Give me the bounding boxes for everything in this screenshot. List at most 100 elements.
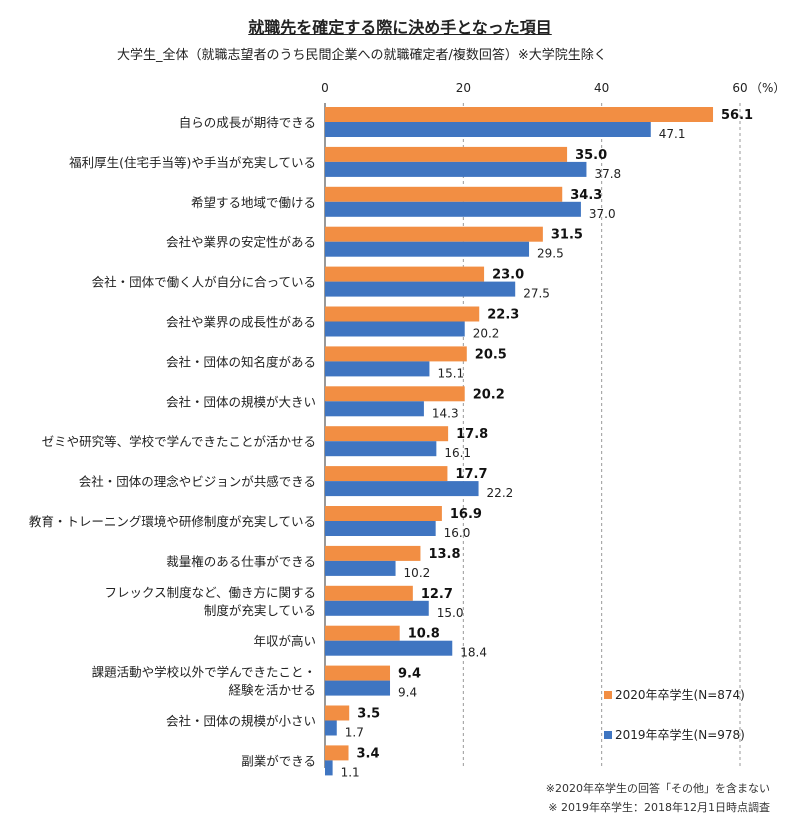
data-label-2020: 20.5 — [475, 347, 507, 362]
x-tick-label: 40 — [594, 81, 609, 95]
note-other-excluded: ※2020年卒学生の回答「その他」を含まない — [545, 782, 770, 795]
unit-label: （%） — [750, 81, 785, 95]
category-label: 会社・団体の規模が大きい — [166, 394, 316, 409]
data-label-2020: 16.9 — [450, 507, 482, 522]
bar-2019 — [325, 321, 465, 337]
bar-2019 — [325, 481, 479, 497]
bar-2019 — [325, 401, 424, 417]
bar-2019 — [325, 161, 587, 177]
category-label: 教育・トレーニング環境や研修制度が充実している — [29, 514, 316, 529]
category-label: 裁量権のある仕事ができる — [166, 554, 316, 569]
data-label-2020: 10.8 — [408, 627, 440, 642]
category-label: 課題活動や学校以外で学んできたこと・ — [92, 665, 316, 680]
bar-2019 — [325, 441, 437, 457]
bar-2019 — [325, 361, 430, 377]
data-label-2020: 12.7 — [421, 587, 453, 602]
category-label: 会社・団体の理念やビジョンが共感できる — [79, 474, 316, 489]
data-label-2019: 1.7 — [345, 726, 364, 740]
bar-2020 — [325, 466, 448, 482]
category-label: 福利厚生(住宅手当等)や手当が充実している — [69, 155, 316, 170]
category-label: 副業ができる — [241, 753, 316, 768]
bar-2019 — [325, 560, 396, 576]
bar-2020 — [325, 346, 467, 362]
data-label-2020: 3.4 — [357, 746, 380, 761]
category-label: 自らの成長が期待できる — [179, 115, 316, 130]
bar-2020 — [325, 426, 449, 442]
data-label-2019: 18.4 — [460, 646, 487, 660]
bar-2019 — [325, 680, 391, 696]
data-label-2019: 1.1 — [341, 765, 360, 779]
bar-2020 — [325, 306, 480, 322]
data-label-2019: 10.2 — [404, 566, 431, 580]
bar-2019 — [325, 201, 581, 217]
category-label: 希望する地域で働ける — [191, 195, 316, 210]
legend-swatch-2019 — [604, 731, 612, 739]
bar-2020 — [325, 625, 400, 641]
x-tick-label: 60 — [732, 81, 747, 95]
bar-2020 — [325, 545, 421, 561]
data-label-2019: 16.0 — [444, 526, 471, 540]
category-label: 会社・団体で働く人が自分に合っている — [92, 275, 316, 290]
bar-2020 — [325, 585, 413, 601]
data-label-2019: 27.5 — [523, 287, 550, 301]
category-label: 制度が充実している — [204, 603, 316, 618]
bar-2020 — [325, 107, 714, 122]
data-label-2019: 15.0 — [437, 606, 464, 620]
legend-label-2020: 2020年卒学生(N=874) — [615, 687, 745, 702]
data-label-2020: 13.8 — [428, 547, 460, 562]
bar-2019 — [325, 281, 516, 297]
chart-subtitle: 大学生_全体（就職志望者のうち民間企業への就職確定者/複数回答）※大学院生除く — [117, 48, 607, 63]
note-survey-date: ※ 2019年卒学生：2018年12月1日時点調査 — [548, 801, 770, 814]
data-label-2020: 56.1 — [721, 108, 753, 123]
data-label-2019: 14.3 — [432, 406, 459, 420]
data-label-2020: 3.5 — [357, 707, 380, 722]
legend-label-2019: 2019年卒学生(N=978) — [615, 727, 745, 742]
bar-2020 — [325, 186, 563, 202]
data-label-2019: 20.2 — [473, 327, 500, 341]
data-label-2019: 37.0 — [589, 207, 616, 221]
x-tick-label: 0 — [321, 81, 329, 95]
data-label-2020: 23.0 — [492, 268, 524, 283]
category-label: 会社や業界の安定性がある — [166, 235, 316, 250]
data-label-2020: 17.8 — [456, 427, 488, 442]
data-label-2020: 22.3 — [487, 308, 519, 323]
bar-2020 — [325, 386, 465, 402]
bar-2020 — [325, 146, 568, 162]
bar-2019 — [325, 720, 337, 736]
data-label-2020: 31.5 — [551, 228, 583, 243]
bar-2019 — [325, 521, 436, 536]
bar-2019 — [325, 640, 453, 656]
bar-2020 — [325, 705, 350, 721]
data-label-2020: 20.2 — [473, 387, 505, 402]
chart-title: 就職先を確定する際に決め手となった項目 — [248, 18, 552, 37]
bar-2019 — [325, 760, 333, 776]
data-label-2019: 22.2 — [487, 486, 514, 500]
bar-2019 — [325, 600, 429, 616]
bar-2020 — [325, 266, 485, 282]
data-label-2020: 9.4 — [398, 667, 421, 682]
data-label-2020: 35.0 — [575, 148, 607, 163]
bar-2019 — [325, 122, 651, 137]
data-label-2019: 16.1 — [444, 446, 471, 460]
bar-2020 — [325, 745, 349, 761]
bar-2019 — [325, 241, 530, 257]
data-label-2019: 9.4 — [398, 686, 417, 700]
category-label: フレックス制度など、働き方に関する — [104, 585, 316, 600]
bar-2020 — [325, 506, 442, 521]
category-label: 会社や業界の成長性がある — [166, 315, 316, 330]
x-tick-label: 20 — [456, 81, 471, 95]
data-label-2019: 37.8 — [594, 167, 621, 181]
legend-swatch-2020 — [604, 691, 612, 699]
category-label: 会社・団体の知名度がある — [166, 354, 316, 369]
category-label: 経験を活かせる — [228, 683, 316, 698]
bar-2020 — [325, 665, 391, 681]
data-label-2019: 47.1 — [659, 127, 686, 141]
data-label-2020: 17.7 — [455, 467, 487, 482]
data-label-2019: 29.5 — [537, 247, 564, 261]
data-label-2020: 34.3 — [570, 188, 602, 203]
category-label: 会社・団体の規模が小さい — [166, 714, 316, 729]
bar-2020 — [325, 226, 543, 242]
category-label: 年収が高い — [253, 634, 316, 649]
data-label-2019: 15.1 — [437, 366, 464, 380]
